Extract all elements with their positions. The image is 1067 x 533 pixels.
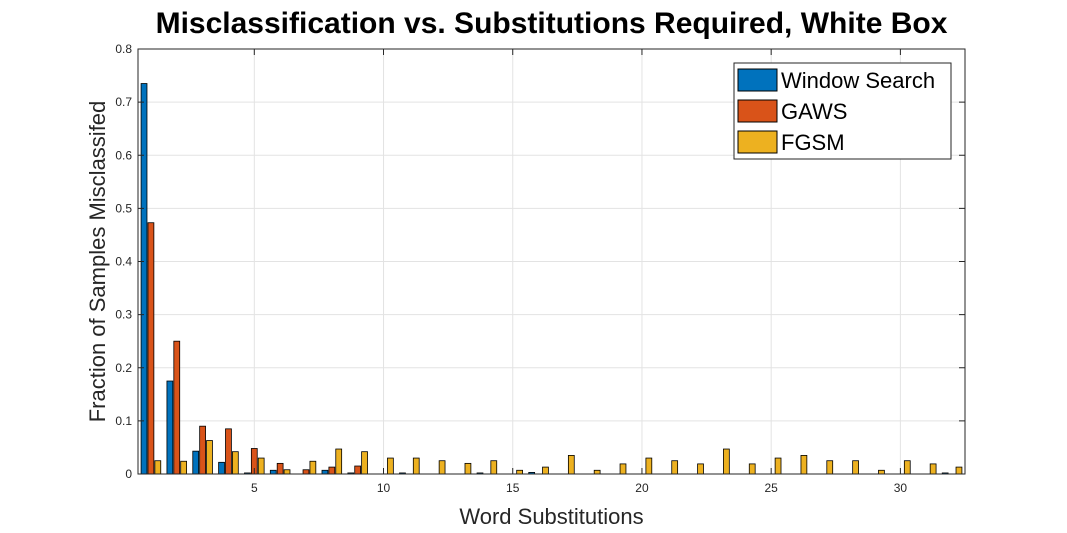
y-axis-label: Fraction of Samples Misclassifed — [85, 101, 110, 423]
bar-fgsm-28 — [852, 460, 859, 475]
bars — [140, 83, 963, 475]
bar-fgsm-15 — [516, 469, 523, 475]
bar-gaws-6 — [276, 462, 284, 475]
bar-fgsm-1 — [154, 460, 162, 475]
legend-label: FGSM — [781, 130, 845, 155]
y-tick-label: 0.1 — [115, 414, 132, 428]
x-tick-label: 10 — [377, 481, 391, 495]
bar-fgsm-9 — [361, 451, 368, 475]
y-tick-label: 0 — [125, 467, 132, 481]
x-tick-label: 5 — [251, 481, 258, 495]
bar-fgsm-5 — [257, 457, 265, 475]
bar-gaws-4 — [225, 428, 232, 475]
bar-fgsm-7 — [309, 460, 317, 475]
x-tick-label: 20 — [635, 481, 649, 495]
y-tick-label: 0.2 — [115, 361, 132, 375]
bar-fgsm-27 — [826, 460, 834, 475]
bar-window-search-3 — [192, 450, 200, 475]
y-tick-label: 0.8 — [115, 42, 132, 56]
bar-fgsm-4 — [231, 451, 239, 475]
y-tick-label: 0.4 — [115, 255, 132, 269]
bar-fgsm-25 — [774, 457, 782, 475]
bar-fgsm-24 — [748, 463, 756, 475]
x-tick-label: 15 — [506, 481, 520, 495]
y-tick-label: 0.6 — [115, 148, 132, 162]
bar-window-search-2 — [166, 380, 174, 475]
bar-gaws-9 — [354, 465, 362, 475]
bar-gaws-1 — [147, 222, 155, 475]
bar-fgsm-20 — [645, 457, 653, 475]
bar-fgsm-10 — [387, 457, 394, 475]
bar-fgsm-12 — [438, 460, 446, 475]
bar-fgsm-31 — [929, 463, 937, 475]
bar-fgsm-11 — [412, 457, 420, 475]
bar-fgsm-30 — [903, 460, 911, 475]
bar-window-search-8 — [321, 469, 329, 475]
bar-window-search-4 — [218, 461, 225, 475]
bar-fgsm-6 — [283, 469, 291, 475]
legend-label: GAWS — [781, 99, 847, 124]
bar-fgsm-26 — [800, 455, 808, 475]
bar-gaws-8 — [328, 466, 336, 475]
bar-window-search-1 — [140, 83, 148, 475]
bar-fgsm-22 — [697, 463, 704, 475]
bar-gaws-2 — [173, 340, 181, 475]
x-axis-label: Word Substitutions — [459, 504, 643, 529]
bar-gaws-3 — [199, 425, 206, 475]
bar-fgsm-13 — [464, 462, 472, 475]
bar-fgsm-18 — [593, 469, 601, 475]
legend-swatch — [737, 99, 778, 123]
axis-ticks: 0 0.1 0.2 0.3 0.4 0.5 0.6 0.7 0.8 5 10 15 20 25 30 — [115, 42, 965, 495]
bar-fgsm-3 — [206, 440, 213, 475]
bar-fgsm-8 — [335, 448, 343, 475]
legend-swatch — [737, 68, 778, 92]
legend-label: Window Search — [781, 68, 935, 93]
y-tick-label: 0.3 — [115, 308, 132, 322]
bar-fgsm-2 — [180, 460, 188, 475]
bar-fgsm-29 — [878, 469, 885, 475]
x-tick-label: 30 — [894, 481, 908, 495]
bar-fgsm-19 — [619, 463, 627, 475]
legend-swatch — [737, 130, 778, 154]
bar-gaws-7 — [302, 469, 310, 475]
bar-window-search-6 — [269, 469, 277, 475]
bar-fgsm-32 — [955, 466, 963, 475]
bar-fgsm-16 — [542, 466, 549, 475]
y-tick-label: 0.5 — [115, 201, 132, 215]
bar-fgsm-23 — [723, 448, 730, 475]
y-tick-label: 0.7 — [115, 95, 132, 109]
chart-title: Misclassification vs. Substitutions Requ… — [156, 7, 948, 40]
bar-fgsm-21 — [671, 460, 679, 475]
x-tick-label: 25 — [764, 481, 778, 495]
legend: Window Search GAWS FGSM — [733, 62, 952, 160]
bar-fgsm-14 — [490, 460, 498, 475]
bar-fgsm-17 — [567, 455, 575, 475]
